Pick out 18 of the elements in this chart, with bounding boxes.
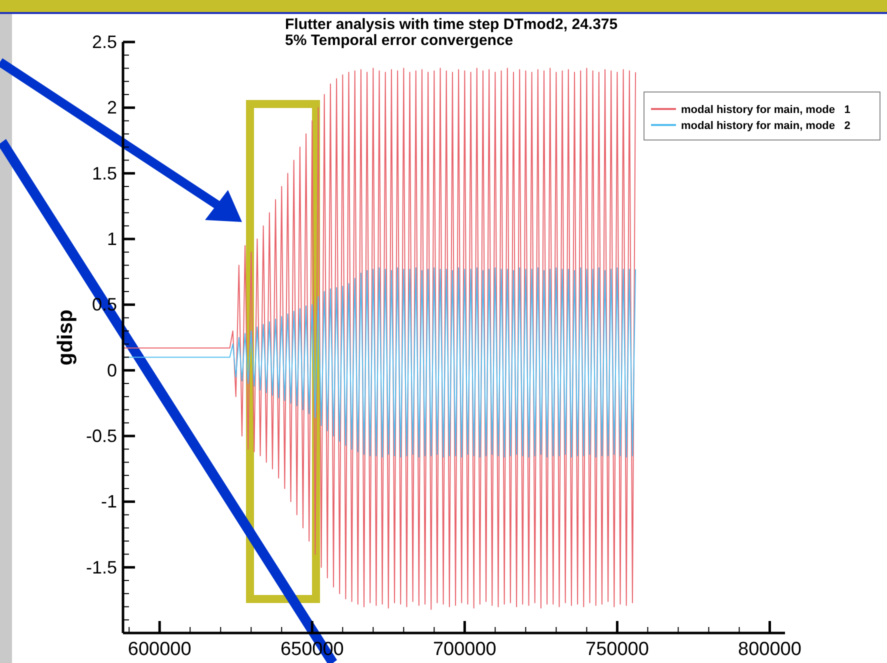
y-tick-label: 1.5	[92, 163, 117, 184]
y-tick-label: 0	[106, 360, 117, 380]
y-tick-label: -1	[100, 492, 117, 512]
x-tick-label: 800000	[738, 639, 802, 660]
y-axis-title: gdisp	[54, 310, 77, 366]
x-tick-label: 750000	[586, 639, 649, 660]
y-tick-label: 2.5	[92, 32, 117, 52]
line-series	[122, 68, 636, 610]
x-tick-label: 600000	[128, 639, 192, 660]
legend-label: modal history for main, mode 2	[681, 120, 850, 132]
y-tick-label: -0.5	[86, 426, 117, 446]
chart-subtitle: 5% Temporal error convergence	[285, 32, 514, 49]
y-tick-label: -1.5	[86, 557, 117, 578]
y-tick-label: 2	[106, 98, 117, 118]
x-tick-label: 700000	[432, 639, 496, 660]
y-tick-label: 1	[106, 229, 117, 249]
legend-label: modal history for main, mode 1	[681, 104, 850, 116]
chart-title: Flutter analysis with time step DTmod2, 24.375	[285, 16, 618, 33]
